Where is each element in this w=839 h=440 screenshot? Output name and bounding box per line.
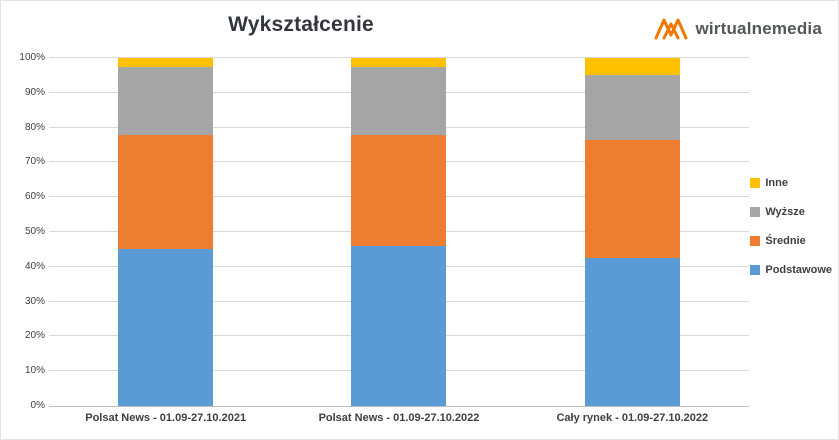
legend-label: Podstawowe — [765, 264, 832, 276]
x-axis-labels: Polsat News - 01.09-27.10.2021 Polsat New… — [49, 412, 749, 424]
legend-item-podstawowe: Podstawowe — [750, 264, 832, 276]
bar-segment-podstawowe — [584, 258, 680, 406]
stacked-bar — [584, 58, 680, 406]
bar-segment-inne — [351, 58, 447, 67]
bar-segment-średnie — [351, 134, 447, 246]
bar-segment-wyższe — [118, 66, 214, 135]
bar-segment-inne — [118, 58, 214, 67]
legend-swatch — [750, 207, 761, 217]
brand-text: wirtualnemedia — [695, 19, 822, 38]
y-tick-label: 0% — [30, 400, 45, 411]
legend-swatch — [750, 178, 761, 188]
bar-segment-średnie — [118, 134, 214, 250]
x-axis-category-label: Polsat News - 01.09-27.10.2021 — [85, 412, 247, 424]
stacked-bar — [118, 58, 214, 406]
stacked-bar — [351, 58, 447, 406]
y-tick-label: 30% — [24, 295, 45, 307]
y-tick-label: 70% — [24, 156, 45, 168]
bars-group — [49, 58, 749, 406]
x-axis-category-label: Polsat News - 01.09-27.10.2022 — [318, 412, 480, 424]
plot-area: 0% 10% 20% 30% 40% 50% 60% 70% 80% 90% 100% — [19, 52, 749, 411]
bar-segment-wyższe — [351, 66, 447, 135]
chart-title: Wykształcenie — [228, 13, 374, 36]
wirtualnemedia-icon — [654, 17, 688, 41]
legend-label: Wyższe — [765, 206, 805, 218]
brand-logo: wirtualnemedia — [654, 17, 822, 41]
y-tick-label: 40% — [24, 260, 45, 272]
y-tick-label: 90% — [24, 86, 45, 98]
legend-swatch — [750, 265, 761, 275]
x-axis-category-label: Cały rynek - 01.09-27.10.2022 — [556, 412, 709, 424]
y-tick-label: 50% — [24, 226, 45, 237]
gridline — [49, 57, 749, 58]
bar-segment-średnie — [584, 139, 680, 259]
legend-item-średnie: Średnie — [750, 235, 832, 247]
legend-label: Inne — [765, 177, 788, 189]
legend-item-wyższe: Wyższe — [750, 206, 832, 218]
bar-segment-inne — [584, 58, 680, 76]
legend-item-inne: Inne — [750, 177, 832, 189]
y-tick-label: 10% — [24, 365, 45, 377]
y-tick-label: 60% — [24, 191, 45, 203]
bar-segment-podstawowe — [118, 249, 214, 406]
bar-segment-podstawowe — [351, 245, 447, 406]
bar-segment-wyższe — [584, 75, 680, 140]
y-tick-label: 20% — [24, 330, 45, 342]
y-tick-label: 80% — [24, 121, 45, 133]
chart-legend: Inne Wyższe Średnie Podstawowe — [750, 177, 832, 276]
legend-label: Średnie — [765, 235, 806, 247]
y-tick-label: 100% — [19, 52, 45, 63]
legend-swatch — [750, 236, 761, 246]
